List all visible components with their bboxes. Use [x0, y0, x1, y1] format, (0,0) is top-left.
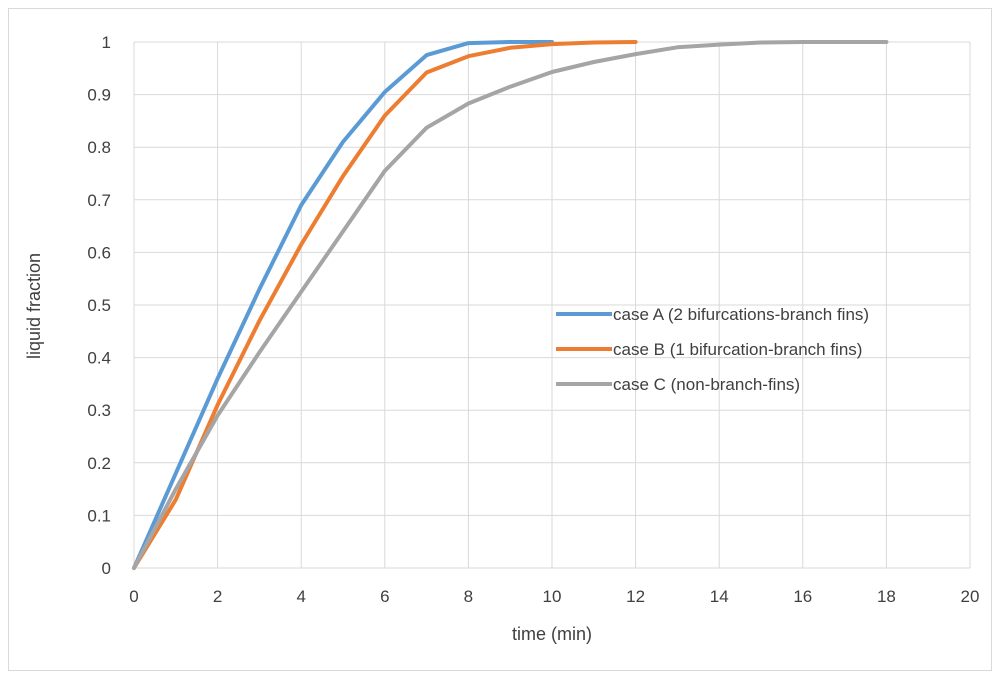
y-tick-label: 0.9 [87, 86, 111, 105]
series-line-3 [132, 40, 889, 570]
x-tick-label: 8 [464, 587, 473, 606]
legend: case A (2 bifurcations-branch fins) case … [556, 305, 869, 394]
x-tick-label: 12 [626, 587, 645, 606]
y-tick-label: 0.2 [87, 454, 111, 473]
gridlines [133, 41, 971, 569]
x-tick-label: 2 [213, 587, 222, 606]
y-tick-label: 0.6 [87, 243, 111, 262]
y-axis-title: liquid fraction [24, 253, 44, 359]
y-tick-label: 1 [102, 33, 111, 52]
y-tick-label: 0.7 [87, 191, 111, 210]
chart-border [8, 8, 992, 671]
series-line-1 [132, 40, 554, 570]
y-tick-label: 0.1 [87, 506, 111, 525]
x-tick-label: 16 [793, 587, 812, 606]
x-tick-label: 18 [877, 587, 896, 606]
x-axis-title: time (min) [512, 624, 592, 644]
x-tick-label: 10 [543, 587, 562, 606]
y-tick-label: 0.4 [87, 349, 111, 368]
series-line-2 [132, 40, 638, 570]
y-tick-label: 0 [102, 559, 111, 578]
x-tick-label: 4 [296, 587, 305, 606]
axes: 00.10.20.30.40.50.60.70.80.910 2 4 6 8 10 12 14… [87, 33, 979, 606]
x-tick-label: 0 [129, 587, 138, 606]
y-tick-label: 0.3 [87, 401, 111, 420]
y-tick-label: 0.5 [87, 296, 111, 315]
y-tick-label: 0.8 [87, 138, 111, 157]
legend-label: case B (1 bifurcation-branch fins) [613, 340, 862, 359]
series-lines [132, 40, 889, 570]
x-tick-label: 6 [380, 587, 389, 606]
x-tick-label: 20 [961, 587, 980, 606]
legend-label: case C (non-branch-fins) [613, 375, 800, 394]
x-tick-label: 14 [710, 587, 729, 606]
legend-label: case A (2 bifurcations-branch fins) [613, 305, 869, 324]
